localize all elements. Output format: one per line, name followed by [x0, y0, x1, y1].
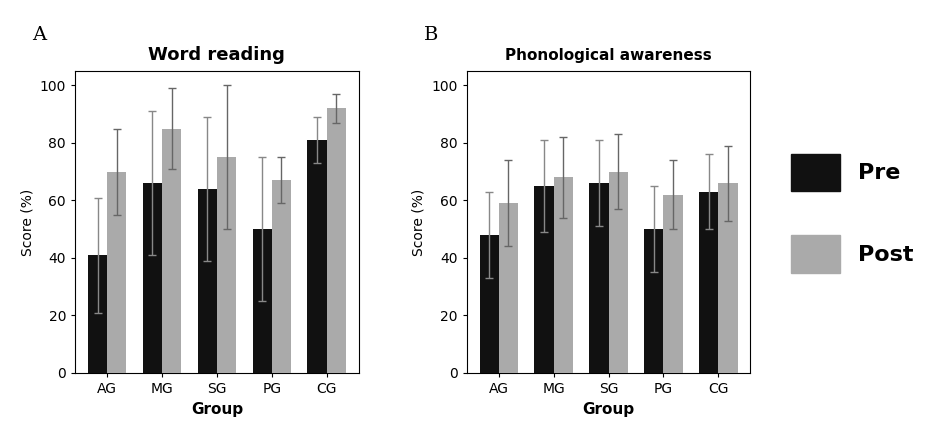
- Title: Word reading: Word reading: [148, 46, 285, 64]
- Bar: [326, 108, 346, 373]
- Bar: [198, 189, 217, 373]
- Bar: [217, 157, 236, 373]
- Title: Phonological awareness: Phonological awareness: [506, 48, 712, 63]
- Bar: [252, 229, 272, 373]
- Bar: [589, 183, 609, 373]
- Bar: [719, 183, 737, 373]
- Bar: [272, 180, 291, 373]
- Bar: [644, 229, 663, 373]
- Bar: [479, 235, 499, 373]
- Bar: [162, 129, 181, 373]
- Bar: [663, 194, 683, 373]
- X-axis label: Group: Group: [582, 401, 635, 416]
- Bar: [308, 140, 326, 373]
- Bar: [499, 203, 518, 373]
- Y-axis label: Score (%): Score (%): [20, 188, 34, 256]
- Bar: [107, 172, 127, 373]
- Bar: [535, 186, 553, 373]
- Bar: [88, 255, 107, 373]
- Y-axis label: Score (%): Score (%): [412, 188, 426, 256]
- Bar: [143, 183, 162, 373]
- Text: B: B: [424, 26, 438, 44]
- X-axis label: Group: Group: [190, 401, 243, 416]
- Text: A: A: [33, 26, 47, 44]
- Bar: [699, 192, 719, 373]
- Bar: [609, 172, 628, 373]
- Legend: Pre, Post: Pre, Post: [782, 145, 922, 281]
- Bar: [553, 178, 573, 373]
